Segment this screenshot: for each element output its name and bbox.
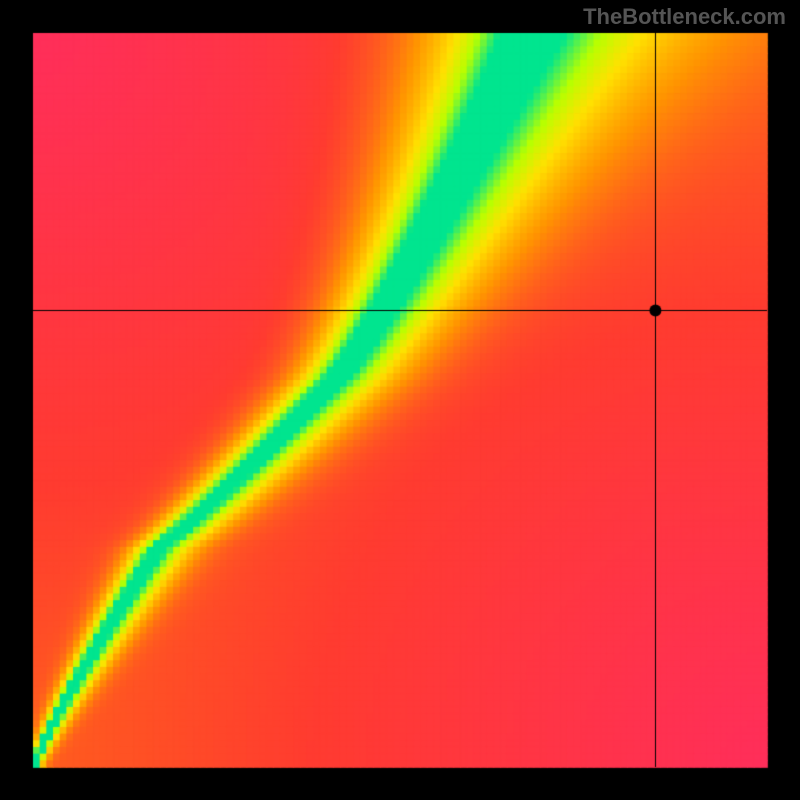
attribution-label: TheBottleneck.com: [583, 4, 786, 30]
bottleneck-heatmap: [0, 0, 800, 800]
